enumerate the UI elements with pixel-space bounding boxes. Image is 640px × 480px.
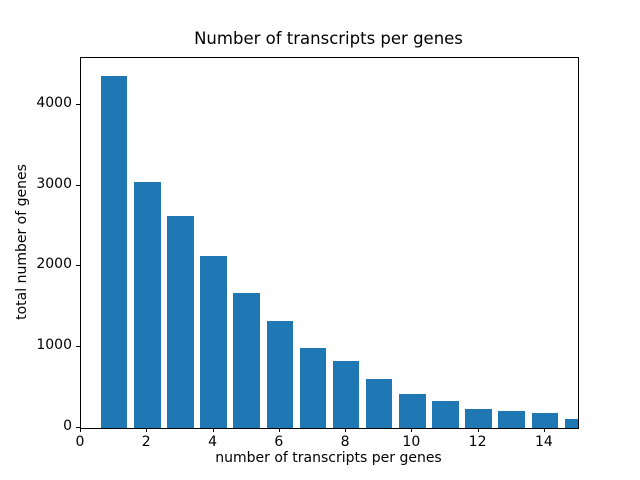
- bar-14: [531, 413, 559, 428]
- bar-4: [200, 255, 227, 428]
- x-tick-label: 8: [340, 434, 350, 450]
- bar-2: [134, 182, 161, 428]
- y-tick-label: 4000: [36, 94, 72, 111]
- x-axis-label: number of transcripts per genes: [215, 450, 442, 466]
- bar-9: [365, 378, 393, 428]
- x-tick-mark: [146, 428, 148, 432]
- y-tick-mark: [76, 427, 80, 428]
- plot-area: [80, 57, 579, 429]
- x-tick-mark: [543, 428, 545, 432]
- x-tick-mark: [345, 428, 347, 432]
- bar-6: [266, 320, 294, 428]
- x-tick-label: 6: [274, 434, 284, 450]
- y-tick-mark: [76, 346, 80, 348]
- y-axis-label: total number of genes: [14, 164, 30, 320]
- y-tick-mark: [76, 265, 80, 267]
- bar-7: [299, 348, 327, 428]
- y-tick-label: 1000: [36, 337, 72, 354]
- bar-10: [399, 394, 426, 428]
- x-tick-label: 2: [141, 434, 151, 450]
- x-tick-label: 4: [208, 434, 217, 450]
- x-tick-mark: [278, 428, 280, 432]
- y-tick-mark: [76, 103, 80, 105]
- chart-title: Number of transcripts per genes: [194, 29, 463, 48]
- x-tick-mark: [411, 428, 413, 432]
- x-tick-label: 12: [468, 434, 487, 450]
- bar-11: [432, 400, 459, 428]
- bar-8: [332, 360, 360, 428]
- bar-5: [233, 293, 260, 428]
- y-tick-label: 0: [63, 418, 72, 434]
- x-tick-mark: [477, 428, 479, 432]
- y-tick-label: 2000: [36, 256, 72, 273]
- x-tick-mark: [212, 428, 214, 432]
- y-tick-mark: [76, 184, 80, 186]
- bar-1: [100, 75, 128, 428]
- x-tick-mark: [80, 428, 81, 432]
- x-tick-label: 0: [75, 434, 85, 450]
- bar-12: [465, 409, 492, 428]
- x-tick-label: 10: [402, 434, 421, 450]
- bar-15: [564, 418, 578, 428]
- bar-3: [167, 216, 194, 428]
- x-tick-label: 14: [534, 434, 553, 450]
- y-tick-label: 3000: [36, 175, 72, 192]
- bar-13: [498, 411, 525, 428]
